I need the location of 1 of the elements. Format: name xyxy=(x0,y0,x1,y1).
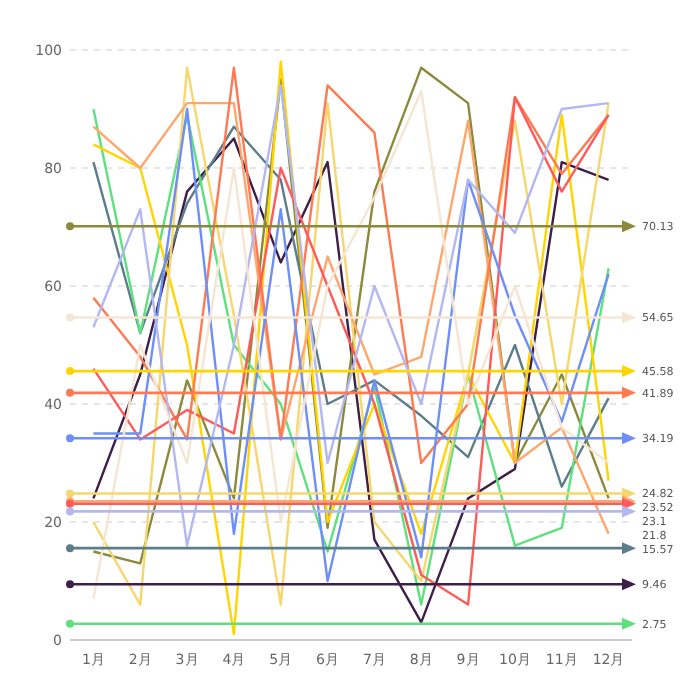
line-series xyxy=(92,125,610,488)
